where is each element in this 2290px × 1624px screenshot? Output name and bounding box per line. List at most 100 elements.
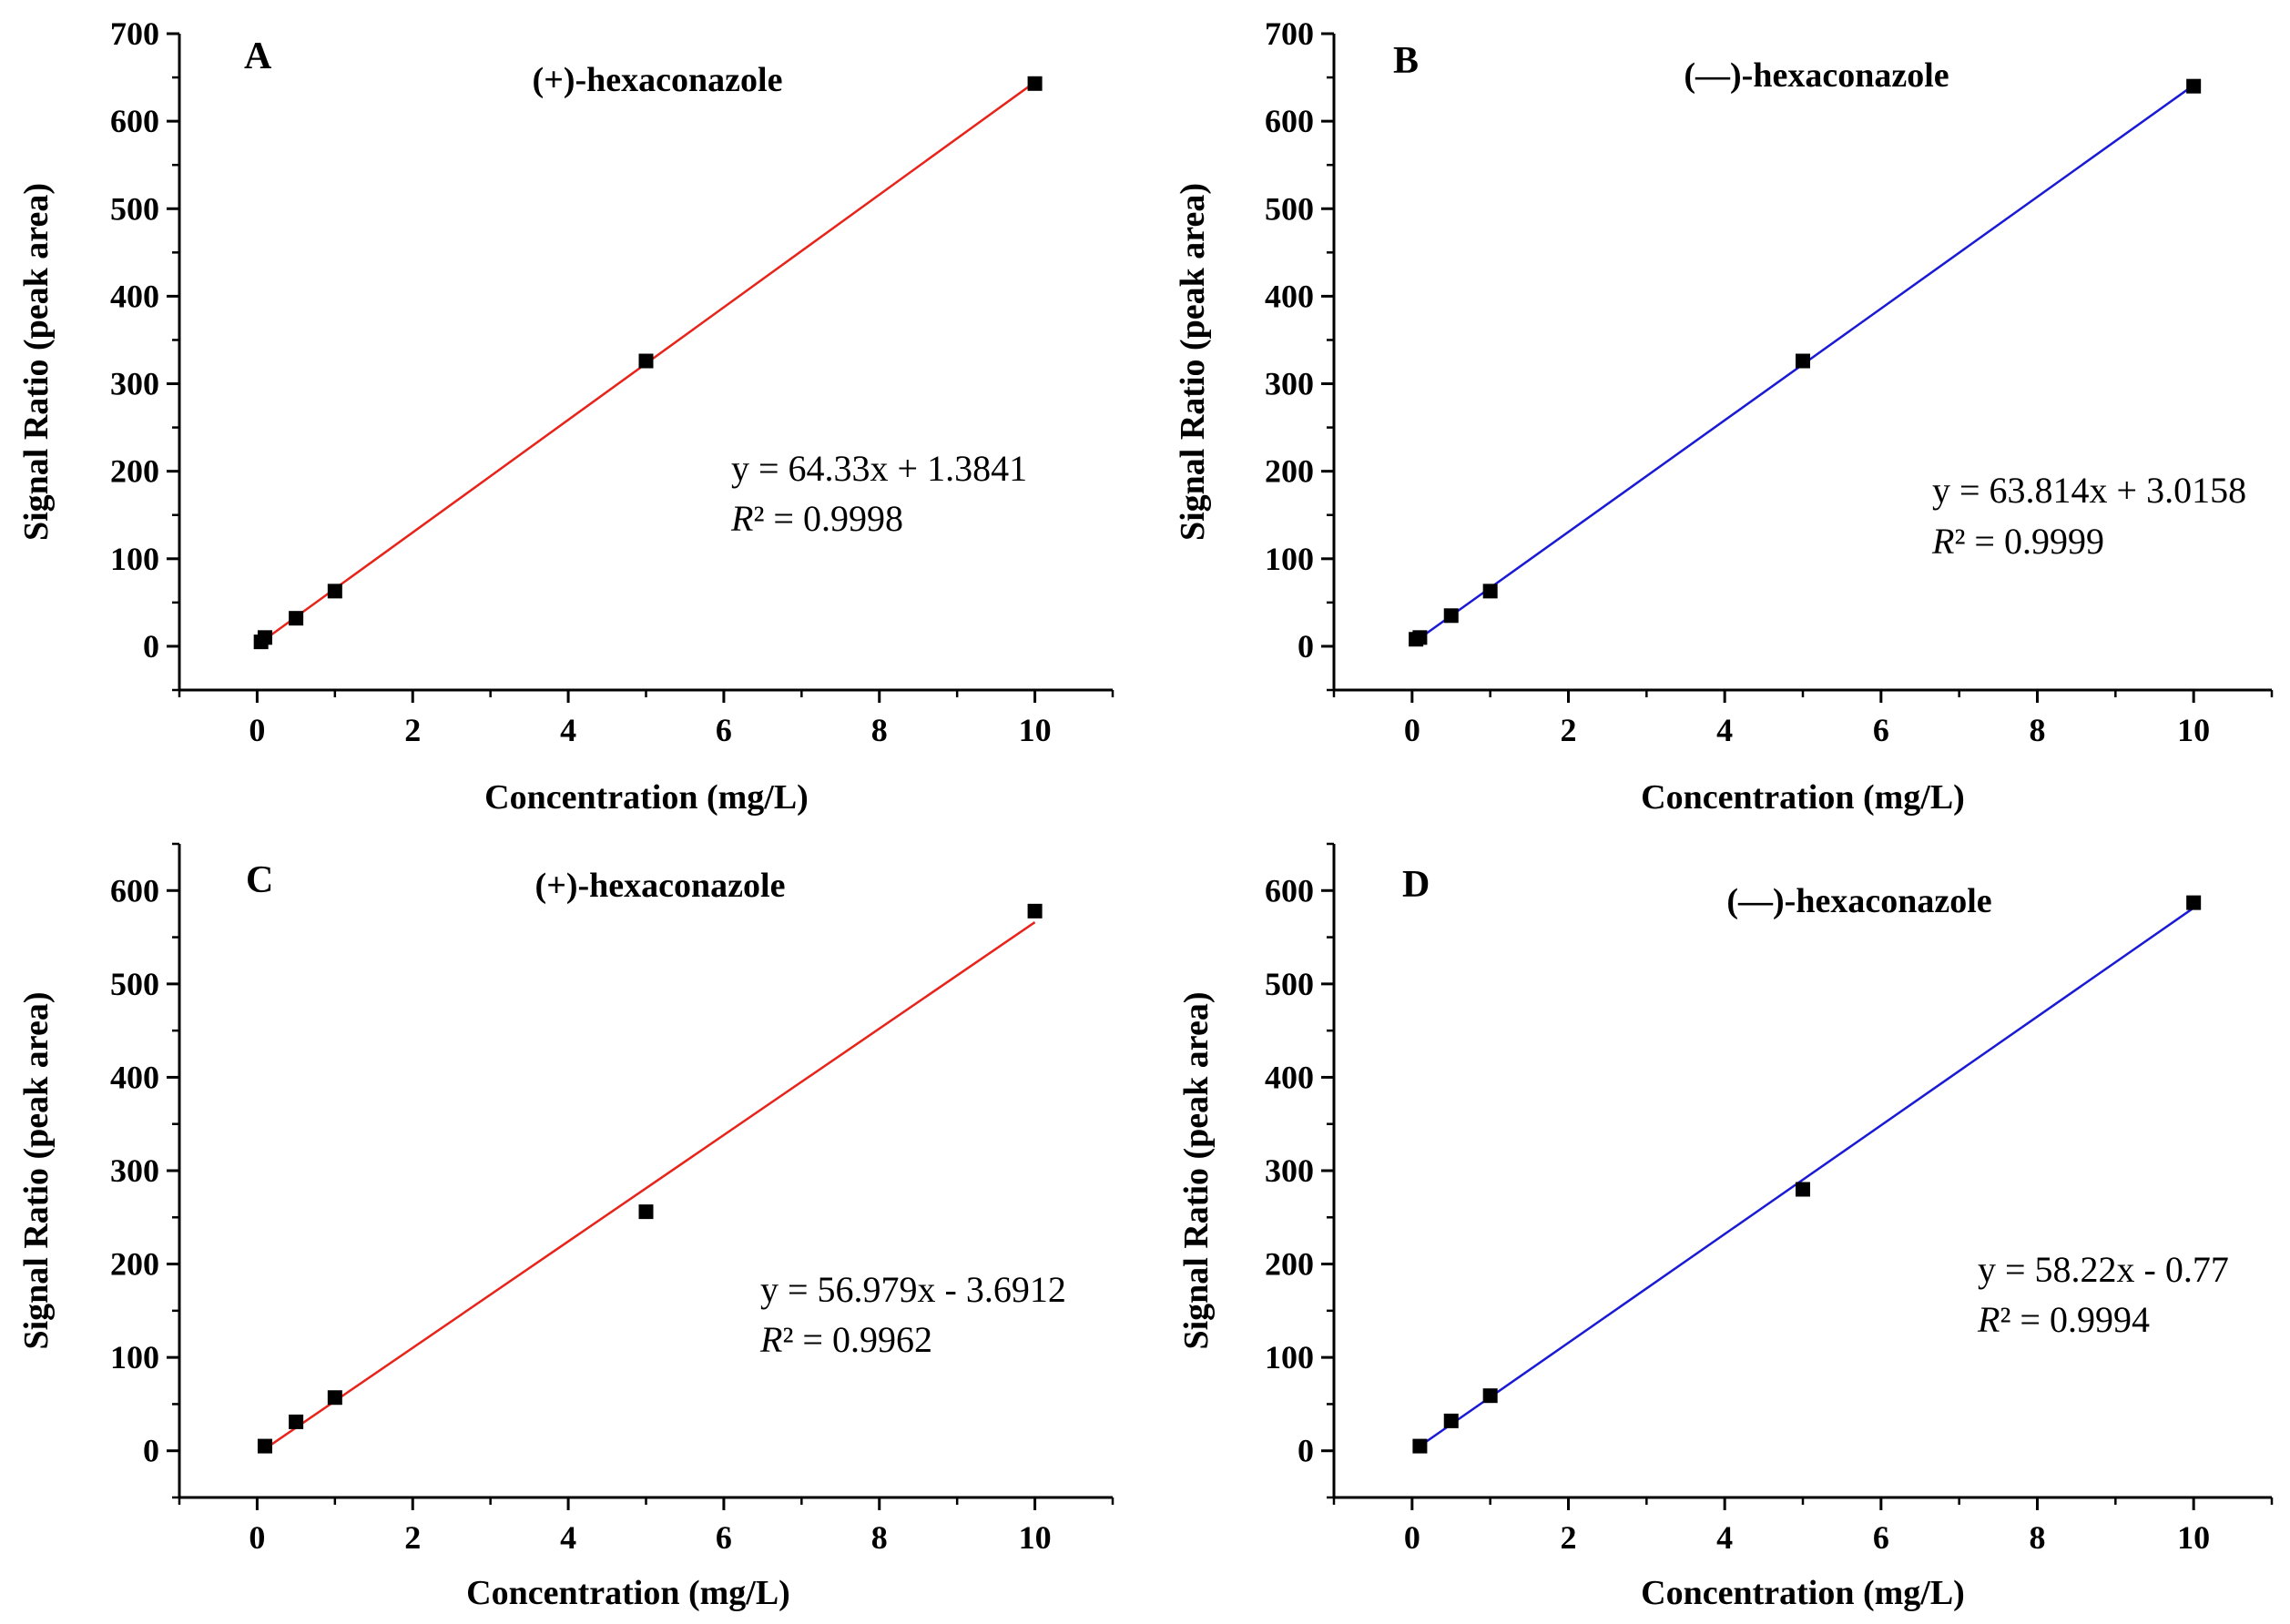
y-tick-label: 200 xyxy=(110,1246,159,1283)
y-tick-label: 0 xyxy=(143,1433,159,1469)
x-tick-label: 0 xyxy=(1404,712,1420,748)
r-squared: R² = 0.9998 xyxy=(730,498,903,539)
x-tick-label: 10 xyxy=(1019,712,1052,748)
fit-equation: y = 58.22x - 0.77 xyxy=(1978,1249,2229,1290)
y-tick-label: 300 xyxy=(1265,366,1314,402)
y-tick-label: 500 xyxy=(110,190,159,227)
y-tick-label: 300 xyxy=(110,366,159,402)
y-tick-label: 200 xyxy=(1265,453,1314,490)
data-point xyxy=(1412,630,1428,645)
panel-letter: D xyxy=(1402,864,1430,906)
data-point xyxy=(257,1438,272,1454)
panel-letter: B xyxy=(1393,40,1419,82)
fit-line xyxy=(1419,907,2194,1447)
r-squared-value: ² = 0.9999 xyxy=(1954,521,2104,562)
data-point xyxy=(1482,584,1498,599)
data-point xyxy=(2186,78,2202,94)
y-tick-label: 700 xyxy=(110,15,159,52)
x-tick-label: 4 xyxy=(560,712,576,748)
r-squared-value: ² = 0.9962 xyxy=(782,1319,932,1360)
panel-a: 0 2 4 6 8 100100200300400500600700A(+)-hexaco… xyxy=(17,15,1114,817)
data-point xyxy=(1796,1182,1810,1197)
fit-equation: y = 64.33x + 1.3841 xyxy=(731,448,1027,489)
data-point xyxy=(1796,353,1810,369)
y-tick-label: 0 xyxy=(1298,1433,1314,1469)
y-tick-label: 300 xyxy=(110,1152,159,1189)
y-tick-label: 400 xyxy=(110,278,159,314)
panel-title: (+)-hexaconazole xyxy=(533,61,783,99)
x-tick-label: 6 xyxy=(1873,1519,1889,1556)
y-tick-label: 700 xyxy=(1265,15,1314,52)
data-point xyxy=(2186,895,2202,910)
r-squared-symbol: R xyxy=(1931,521,1954,562)
x-tick-label: 2 xyxy=(1561,712,1577,748)
x-tick-label: 8 xyxy=(2030,712,2046,748)
data-point xyxy=(1027,903,1043,919)
y-tick-label: 100 xyxy=(110,541,159,577)
r-squared: R² = 0.9999 xyxy=(1931,521,2104,562)
y-tick-label: 500 xyxy=(1265,966,1314,1002)
x-tick-label: 6 xyxy=(716,712,732,748)
y-tick-label: 600 xyxy=(1265,872,1314,908)
data-point xyxy=(1443,1413,1459,1428)
data-point xyxy=(289,611,304,626)
data-point xyxy=(257,630,272,645)
x-axis-title: Concentration (mg/L) xyxy=(1641,1574,1965,1612)
x-tick-label: 8 xyxy=(871,712,888,748)
data-point xyxy=(1412,1438,1428,1454)
y-tick-label: 500 xyxy=(110,966,159,1002)
data-point xyxy=(638,1204,654,1220)
r-squared-value: ² = 0.9994 xyxy=(2000,1299,2150,1340)
x-tick-label: 10 xyxy=(1019,1519,1052,1556)
r-squared: R² = 0.9962 xyxy=(759,1319,932,1360)
r-squared-symbol: R xyxy=(759,1319,782,1360)
x-tick-label: 8 xyxy=(2030,1519,2046,1556)
x-tick-label: 0 xyxy=(1404,1519,1420,1556)
data-point xyxy=(1027,76,1043,91)
data-point xyxy=(1482,1388,1498,1404)
x-tick-label: 4 xyxy=(1716,712,1733,748)
x-tick-label: 10 xyxy=(2177,712,2210,748)
y-tick-label: 600 xyxy=(1265,103,1314,139)
x-tick-label: 6 xyxy=(1873,712,1889,748)
panel-title: (—)-hexaconazole xyxy=(1684,56,1949,95)
x-tick-label: 4 xyxy=(1716,1519,1733,1556)
data-point xyxy=(638,353,654,369)
y-tick-label: 0 xyxy=(1298,628,1314,665)
y-tick-label: 100 xyxy=(1265,1339,1314,1375)
y-tick-label: 300 xyxy=(1265,1152,1314,1189)
y-tick-label: 400 xyxy=(1265,1059,1314,1095)
fit-equation: y = 63.814x + 3.0158 xyxy=(1932,470,2246,511)
panel-title: (—)-hexaconazole xyxy=(1726,882,1991,920)
x-tick-label: 2 xyxy=(404,1519,421,1556)
y-tick-label: 600 xyxy=(110,103,159,139)
y-tick-label: 200 xyxy=(1265,1246,1314,1283)
fit-equation: y = 56.979x - 3.6912 xyxy=(760,1269,1066,1310)
x-axis-title: Concentration (mg/L) xyxy=(484,778,809,817)
y-axis-title: Signal Ratio (peak area) xyxy=(1177,991,1216,1349)
y-tick-label: 400 xyxy=(1265,278,1314,314)
x-tick-label: 8 xyxy=(871,1519,888,1556)
y-tick-label: 100 xyxy=(110,1339,159,1375)
panel-title: (+)-hexaconazole xyxy=(535,867,786,905)
y-tick-label: 500 xyxy=(1265,190,1314,227)
y-tick-label: 600 xyxy=(110,872,159,908)
r-squared-symbol: R xyxy=(730,498,753,539)
x-tick-label: 10 xyxy=(2177,1519,2210,1556)
y-tick-label: 0 xyxy=(143,628,159,665)
y-tick-label: 100 xyxy=(1265,541,1314,577)
y-axis-title: Signal Ratio (peak area) xyxy=(17,991,56,1349)
data-point xyxy=(1443,608,1459,624)
x-axis-title: Concentration (mg/L) xyxy=(1641,778,1965,817)
y-axis-title: Signal Ratio (peak area) xyxy=(17,183,56,541)
panel-letter: A xyxy=(244,36,272,77)
x-tick-label: 0 xyxy=(249,1519,265,1556)
data-point xyxy=(327,584,342,599)
y-axis-title: Signal Ratio (peak area) xyxy=(1174,183,1212,541)
panel-letter: C xyxy=(246,859,273,901)
x-tick-label: 2 xyxy=(404,712,421,748)
